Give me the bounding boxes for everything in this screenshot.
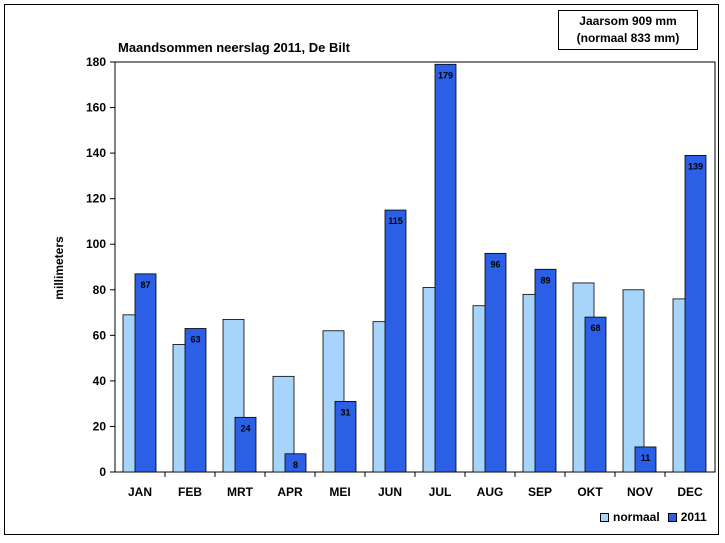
legend-swatch-normaal bbox=[600, 512, 609, 522]
data-label-2011: 24 bbox=[240, 423, 250, 433]
annual-total-box: Jaarsom 909 mm (normaal 833 mm) bbox=[558, 10, 698, 50]
y-tick-label: 80 bbox=[93, 283, 107, 297]
bar-2011 bbox=[434, 63, 457, 473]
data-label-2011: 139 bbox=[688, 161, 703, 171]
data-label-2011: 11 bbox=[641, 453, 651, 463]
bar-2011 bbox=[134, 273, 157, 473]
x-tick-label: AUG bbox=[477, 485, 504, 499]
x-tick-label: SEP bbox=[528, 485, 552, 499]
bar-2011 bbox=[334, 400, 357, 473]
x-tick-label: APR bbox=[277, 485, 303, 499]
x-tick-label: NOV bbox=[627, 485, 653, 499]
data-label-2011: 8 bbox=[293, 460, 298, 470]
bar-2011 bbox=[584, 316, 607, 473]
x-tick-label: JUL bbox=[429, 485, 452, 499]
y-tick-label: 140 bbox=[86, 146, 106, 160]
data-label-2011: 179 bbox=[438, 70, 453, 80]
x-tick-label: JUN bbox=[378, 485, 402, 499]
bar-normaal bbox=[622, 289, 645, 473]
x-tick-label: FEB bbox=[178, 485, 202, 499]
bar-2011 bbox=[234, 416, 257, 473]
y-tick-label: 180 bbox=[86, 55, 106, 69]
data-label-2011: 63 bbox=[190, 335, 200, 345]
chart-title: Maandsommen neerslag 2011, De Bilt bbox=[118, 40, 350, 55]
bar-2011 bbox=[684, 154, 707, 473]
y-tick-label: 100 bbox=[86, 237, 106, 251]
normal-total-text: (normaal 833 mm) bbox=[576, 31, 680, 45]
data-label-2011: 31 bbox=[340, 407, 350, 417]
data-label-2011: 115 bbox=[388, 216, 403, 226]
legend: normaal 2011 bbox=[600, 510, 707, 524]
bar-2011 bbox=[534, 268, 557, 473]
legend-label-normaal: normaal bbox=[613, 510, 660, 524]
y-tick-label: 40 bbox=[93, 374, 107, 388]
y-tick-label: 20 bbox=[93, 419, 107, 433]
y-tick-label: 120 bbox=[86, 192, 106, 206]
bar-2011 bbox=[484, 252, 507, 473]
legend-label-2011: 2011 bbox=[680, 510, 707, 524]
bar-2011 bbox=[284, 453, 307, 473]
x-tick-label: JAN bbox=[128, 485, 152, 499]
y-tick-label: 160 bbox=[86, 101, 106, 115]
x-tick-label: OKT bbox=[577, 485, 603, 499]
bar-normaal bbox=[272, 375, 295, 473]
x-tick-label: MRT bbox=[227, 485, 254, 499]
y-tick-label: 0 bbox=[99, 465, 106, 479]
bar-2011 bbox=[634, 446, 657, 473]
y-tick-label: 60 bbox=[93, 328, 107, 342]
x-tick-label: MEI bbox=[329, 485, 350, 499]
data-label-2011: 96 bbox=[490, 259, 500, 269]
x-tick-label: DEC bbox=[677, 485, 703, 499]
data-label-2011: 89 bbox=[540, 275, 550, 285]
plot-area bbox=[114, 61, 716, 473]
legend-swatch-2011 bbox=[667, 512, 677, 522]
data-label-2011: 87 bbox=[140, 280, 150, 290]
bar-2011 bbox=[184, 328, 207, 473]
annual-total-text: Jaarsom 909 mm bbox=[579, 14, 677, 28]
data-label-2011: 68 bbox=[590, 323, 600, 333]
bar-2011 bbox=[384, 209, 407, 473]
